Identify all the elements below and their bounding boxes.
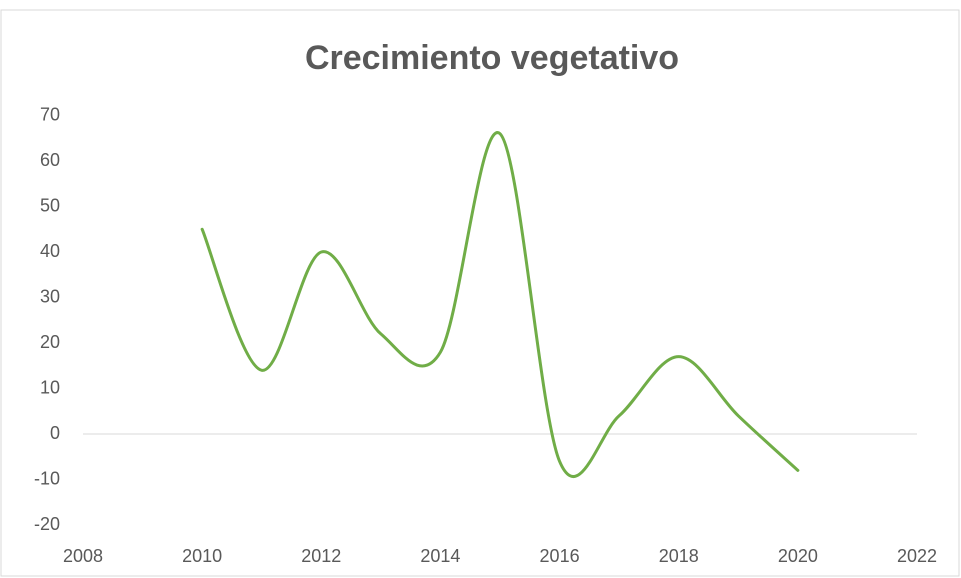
y-tick-label: -10 xyxy=(34,468,60,488)
y-tick-label: 0 xyxy=(50,423,60,443)
chart-border xyxy=(0,9,960,577)
x-tick-label: 2022 xyxy=(897,546,937,566)
y-tick-label: -20 xyxy=(34,514,60,534)
chart-title: Crecimiento vegetativo xyxy=(305,39,679,77)
y-tick-label: 20 xyxy=(40,332,60,352)
y-tick-label: 40 xyxy=(40,241,60,261)
data-line xyxy=(200,131,800,478)
x-tick-label: 2016 xyxy=(540,546,580,566)
x-tick-label: 2014 xyxy=(420,546,460,566)
x-tick-label: 2012 xyxy=(301,546,341,566)
x-tick-label: 2008 xyxy=(63,546,103,566)
y-tick-label: 30 xyxy=(40,286,60,306)
y-tick-label: 50 xyxy=(40,195,60,215)
y-tick-label: 60 xyxy=(40,150,60,170)
x-tick-label: 2018 xyxy=(659,546,699,566)
x-tick-label: 2020 xyxy=(778,546,818,566)
x-tick-label: 2010 xyxy=(182,546,222,566)
y-tick-label: 10 xyxy=(40,377,60,397)
y-tick-label: 70 xyxy=(40,104,60,124)
